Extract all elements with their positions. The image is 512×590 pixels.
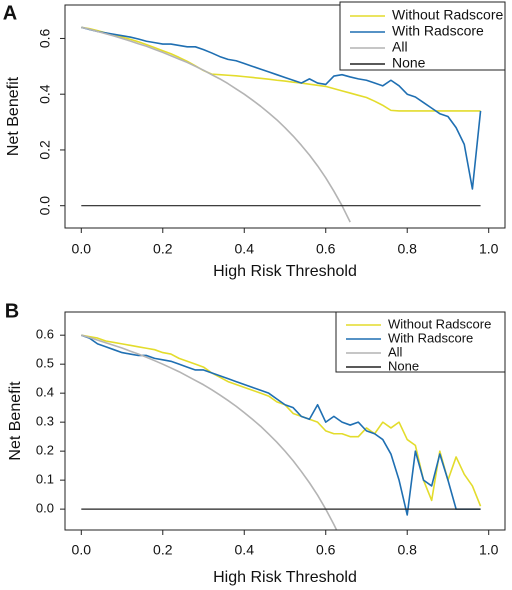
legend-label: With Radscore (392, 23, 484, 39)
y-tick-label: 0.2 (36, 443, 54, 458)
y-tick-label: 0.5 (36, 356, 54, 371)
x-axis-label: High Risk Threshold (213, 263, 357, 280)
legend-label: All (388, 344, 403, 359)
x-tick-label: 0.2 (153, 542, 173, 558)
x-tick-label: 0.4 (235, 542, 255, 558)
legend-box (339, 1, 506, 71)
x-tick-label: 0.8 (397, 542, 417, 558)
x-tick-label: 0.8 (397, 241, 417, 257)
y-tick-label: 0.0 (37, 196, 53, 216)
plot-frame (64, 4, 506, 229)
series-line (81, 26, 482, 190)
plot-frame (64, 311, 506, 531)
plot-lines (81, 334, 482, 530)
legend-label: All (392, 39, 408, 55)
legend-label: With Radscore (388, 330, 473, 345)
y-tick-label: 0.0 (36, 501, 54, 516)
x-tick-label: 0.0 (72, 542, 92, 558)
plot-lines (81, 26, 482, 223)
panel-label: A (3, 2, 17, 24)
x-axis-label: High Risk Threshold (213, 569, 357, 586)
legend-label: Without Radscore (392, 7, 503, 23)
y-axis-label: Net Benefit (7, 381, 24, 461)
x-tick-label: 1.0 (479, 542, 499, 558)
x-tick-label: 1.0 (479, 241, 499, 257)
x-tick-label: 0.6 (316, 241, 336, 257)
x-tick-label: 0.2 (153, 241, 173, 257)
y-tick-label: 0.4 (36, 385, 54, 400)
series-line (81, 26, 351, 223)
series-line (81, 334, 481, 516)
series-line (81, 334, 338, 530)
y-tick-label: 0.6 (37, 29, 53, 49)
legend-label: None (392, 55, 426, 71)
y-axis-label: Net Benefit (5, 76, 22, 156)
x-tick-label: 0.0 (72, 241, 92, 257)
y-tick-label: 0.2 (37, 140, 53, 160)
x-tick-label: 0.4 (235, 241, 255, 257)
legend-box (335, 311, 506, 373)
series-line (81, 26, 481, 112)
y-tick-label: 0.3 (36, 414, 54, 429)
y-tick-label: 0.4 (37, 84, 53, 104)
panel-label: B (5, 300, 19, 322)
legend-label: None (388, 358, 419, 373)
y-tick-label: 0.1 (36, 472, 54, 487)
legend-label: Without Radscore (388, 316, 491, 331)
x-tick-label: 0.6 (316, 542, 336, 558)
y-tick-label: 0.6 (36, 327, 54, 342)
series-line (81, 334, 482, 507)
